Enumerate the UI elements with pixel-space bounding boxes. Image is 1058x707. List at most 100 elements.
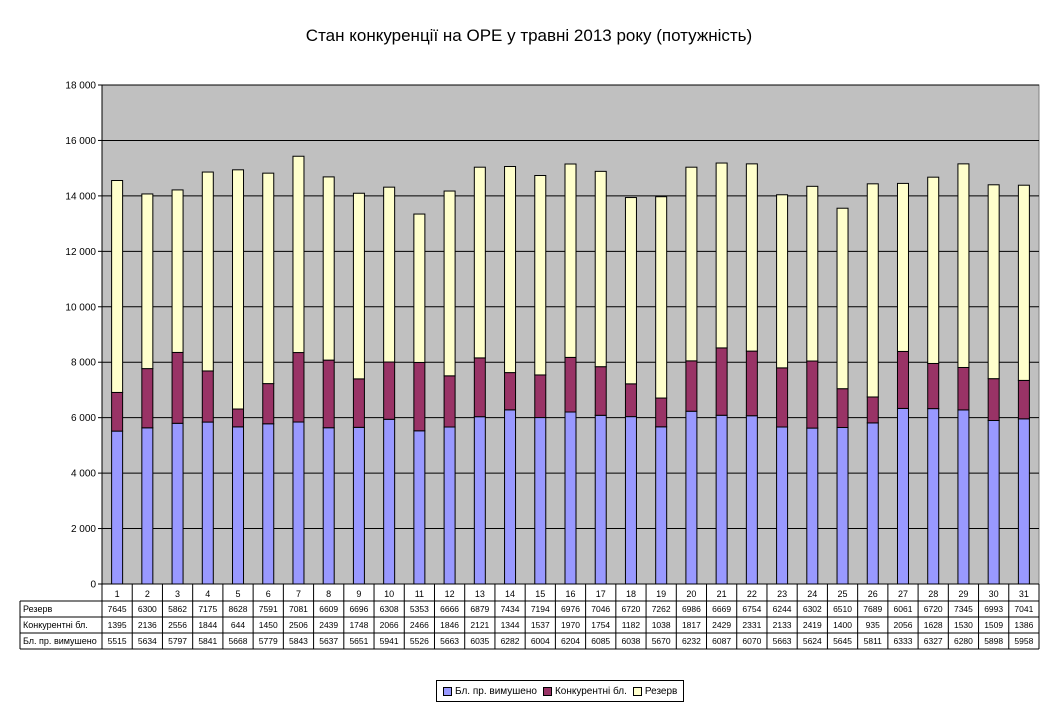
bar-segment-s2-c25 (836, 207, 849, 390)
bar-segment-s2-c13 (473, 166, 486, 359)
bar-segment-s2-c24 (806, 185, 819, 362)
table-row-label-2: Резерв (23, 604, 52, 614)
legend-item-reserve: Резерв (632, 685, 678, 697)
bar-segment-s1-c3 (171, 351, 184, 424)
table-cell-s2-c1: 7645 (108, 604, 127, 614)
bar-segment-s2-c29 (957, 163, 970, 368)
table-cell-s1-c21: 2429 (712, 620, 731, 630)
table-cell-s0-c5: 5668 (229, 636, 248, 646)
bar-segment-s0-c1 (111, 430, 124, 585)
bar-segment-s1-c4 (201, 370, 214, 423)
x-tick-label: 6 (266, 589, 271, 599)
bar-segment-s2-c16 (564, 163, 577, 358)
bar-segment-s2-c11 (413, 213, 426, 363)
bar-segment-s2-c28 (927, 176, 940, 364)
x-tick-label: 15 (535, 589, 545, 599)
table-cell-s0-c25: 5645 (833, 636, 852, 646)
x-tick-label: 2 (145, 589, 150, 599)
table-cell-s1-c6: 1450 (259, 620, 278, 630)
table-cell-s0-c26: 5811 (864, 636, 883, 646)
bar-segment-s0-c5 (232, 426, 245, 585)
bar-segment-s2-c7 (292, 155, 305, 354)
bar-segment-s0-c20 (685, 410, 698, 585)
bar-segment-s1-c22 (745, 350, 758, 417)
bar-segment-s0-c19 (655, 426, 668, 585)
bar-segment-s2-c1 (111, 180, 124, 393)
x-tick-label: 24 (807, 589, 817, 599)
bar-segment-s2-c9 (352, 192, 365, 380)
x-tick-label: 16 (565, 589, 575, 599)
legend-label-reserve: Резерв (644, 685, 678, 697)
table-cell-s1-c13: 2121 (470, 620, 489, 630)
table-cell-s1-c12: 1846 (440, 620, 459, 630)
x-tick-label: 29 (958, 589, 968, 599)
table-cell-s2-c9: 6696 (349, 604, 368, 614)
bar-segment-s1-c31 (1017, 379, 1030, 420)
bar-segment-s2-c30 (987, 184, 1000, 380)
table-cell-s1-c28: 1628 (924, 620, 943, 630)
x-tick-label: 1 (115, 589, 120, 599)
bar-segment-s1-c21 (715, 347, 728, 416)
bar-segment-s1-c2 (141, 368, 154, 429)
bar-segment-s2-c15 (534, 175, 547, 376)
table-cell-s2-c20: 6986 (682, 604, 701, 614)
bar-segment-s2-c3 (171, 189, 184, 353)
table-cell-s1-c30: 1509 (984, 620, 1003, 630)
table-cell-s0-c2: 5634 (138, 636, 157, 646)
bar-segment-s0-c24 (806, 427, 819, 585)
table-cell-s0-c18: 6038 (621, 636, 640, 646)
table-cell-s0-c1: 5515 (108, 636, 127, 646)
bar-segment-s0-c7 (292, 421, 305, 585)
table-cell-s2-c21: 6669 (712, 604, 731, 614)
table-cell-s0-c17: 6085 (591, 636, 610, 646)
table-cell-s2-c28: 6720 (924, 604, 943, 614)
x-tick-label: 21 (717, 589, 727, 599)
table-cell-s0-c9: 5651 (349, 636, 368, 646)
table-cell-s2-c10: 6308 (380, 604, 399, 614)
table-cell-s2-c2: 6300 (138, 604, 157, 614)
y-tick-label: 8 000 (71, 358, 96, 369)
bar-segment-s1-c9 (352, 378, 365, 428)
table-cell-s0-c8: 5637 (319, 636, 338, 646)
legend-swatch-competitive (542, 686, 552, 696)
table-cell-s1-c27: 2056 (894, 620, 913, 630)
table-cell-s1-c16: 1970 (561, 620, 580, 630)
x-tick-label: 7 (296, 589, 301, 599)
x-tick-label: 31 (1019, 589, 1029, 599)
table-row-label-1: Конкурентні бл. (23, 620, 88, 630)
y-tick-label: 12 000 (65, 247, 96, 258)
bar-segment-s0-c30 (987, 419, 1000, 585)
x-tick-label: 4 (205, 589, 210, 599)
x-tick-label: 13 (475, 589, 485, 599)
bar-segment-s0-c12 (443, 426, 456, 585)
table-cell-s2-c5: 8628 (229, 604, 248, 614)
legend: Бл. пр. вимушено Конкурентні бл. Резерв (436, 680, 685, 702)
table-cell-s0-c6: 5779 (259, 636, 278, 646)
x-tick-label: 5 (236, 589, 241, 599)
bar-segment-s2-c31 (1017, 184, 1030, 381)
table-cell-s0-c11: 5526 (410, 636, 429, 646)
y-tick-label: 18 000 (65, 81, 96, 92)
bar-segment-s0-c22 (745, 415, 758, 585)
table-cell-s0-c29: 6280 (954, 636, 973, 646)
bar-segment-s2-c5 (232, 169, 245, 410)
table-cell-s2-c8: 6609 (319, 604, 338, 614)
table-cell-s0-c3: 5797 (168, 636, 187, 646)
table-cell-s1-c18: 1182 (622, 620, 641, 630)
bar-segment-s0-c17 (594, 414, 607, 585)
bar-segment-s0-c10 (383, 418, 396, 585)
table-cell-s0-c20: 6232 (682, 636, 701, 646)
table-cell-s2-c17: 7046 (591, 604, 610, 614)
bar-segment-s0-c23 (776, 426, 789, 585)
table-cell-s1-c8: 2439 (319, 620, 338, 630)
table-cell-s0-c23: 5663 (773, 636, 792, 646)
table-cell-s1-c14: 1344 (501, 620, 520, 630)
x-tick-label: 27 (898, 589, 908, 599)
x-tick-label: 28 (928, 589, 938, 599)
table-cell-s2-c4: 7175 (198, 604, 217, 614)
bar-segment-s2-c18 (624, 197, 637, 385)
table-cell-s2-c11: 5353 (410, 604, 429, 614)
table-cell-s0-c19: 5670 (652, 636, 671, 646)
table-cell-s2-c3: 5862 (168, 604, 187, 614)
